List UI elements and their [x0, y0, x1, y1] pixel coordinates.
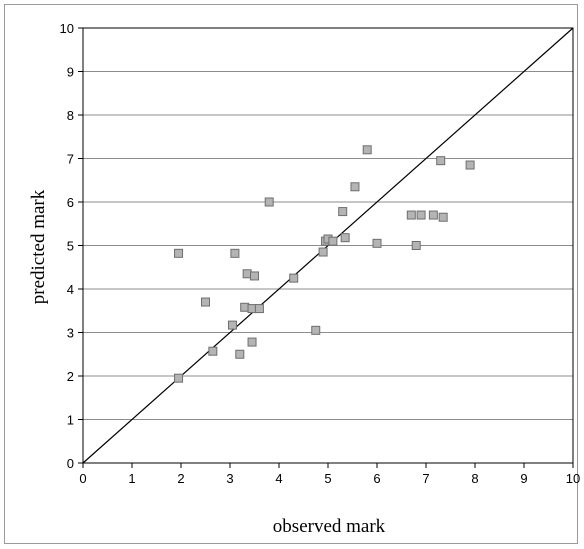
data-point	[264, 197, 274, 207]
y-tick-label: 4	[67, 282, 74, 297]
y-tick-label: 8	[67, 108, 74, 123]
y-tick-label: 2	[67, 369, 74, 384]
data-point	[338, 207, 348, 217]
x-tick-label: 1	[128, 471, 135, 486]
data-point	[411, 241, 421, 250]
data-point	[350, 182, 360, 192]
data-point	[230, 248, 240, 258]
data-point	[340, 233, 350, 243]
data-point	[406, 210, 416, 220]
data-point	[311, 325, 321, 335]
data-point	[465, 160, 475, 170]
data-point	[372, 238, 382, 248]
data-point	[416, 210, 426, 220]
y-tick-label: 0	[67, 456, 74, 471]
data-point	[289, 273, 299, 283]
data-point	[438, 212, 448, 222]
data-point	[240, 302, 250, 312]
data-markers	[174, 145, 475, 383]
data-point	[436, 156, 446, 166]
data-point	[318, 247, 328, 257]
data-point	[362, 145, 372, 155]
y-axis-title: predicted mark	[28, 189, 49, 304]
axis-ticks: 0 1 2 3 4 5 6 7 8 9 10 0 1 2 3 4 5 6 7 8 9 10	[60, 21, 581, 486]
y-tick-label: 1	[67, 413, 74, 428]
x-tick-label: 7	[422, 471, 429, 486]
x-tick-label: 3	[226, 471, 233, 486]
gridlines	[83, 71, 573, 420]
data-point	[227, 320, 237, 330]
data-point	[247, 337, 257, 347]
data-point	[328, 236, 338, 246]
data-point	[174, 373, 184, 383]
data-point	[235, 349, 245, 359]
x-tick-label: 2	[177, 471, 184, 486]
x-tick-label: 4	[275, 471, 282, 486]
data-point	[242, 269, 252, 279]
data-point	[250, 271, 259, 281]
data-point	[201, 297, 210, 307]
data-point	[208, 346, 218, 356]
y-tick-label: 7	[67, 152, 74, 167]
data-point	[428, 210, 438, 220]
y-tick-label: 3	[67, 326, 74, 341]
x-axis-title: observed mark	[273, 516, 386, 537]
y-tick-label: 5	[67, 239, 74, 254]
x-tick-label: 10	[566, 471, 580, 486]
data-point	[247, 304, 257, 314]
x-tick-label: 9	[520, 471, 527, 486]
x-tick-label: 8	[471, 471, 478, 486]
x-tick-label: 6	[373, 471, 380, 486]
x-tick-label: 5	[324, 471, 331, 486]
y-tick-label: 6	[67, 195, 74, 210]
data-point	[254, 304, 264, 314]
x-tick-label: 0	[79, 471, 86, 486]
y-tick-label: 10	[60, 21, 74, 36]
data-point	[174, 248, 184, 258]
y-tick-label: 9	[67, 65, 74, 80]
